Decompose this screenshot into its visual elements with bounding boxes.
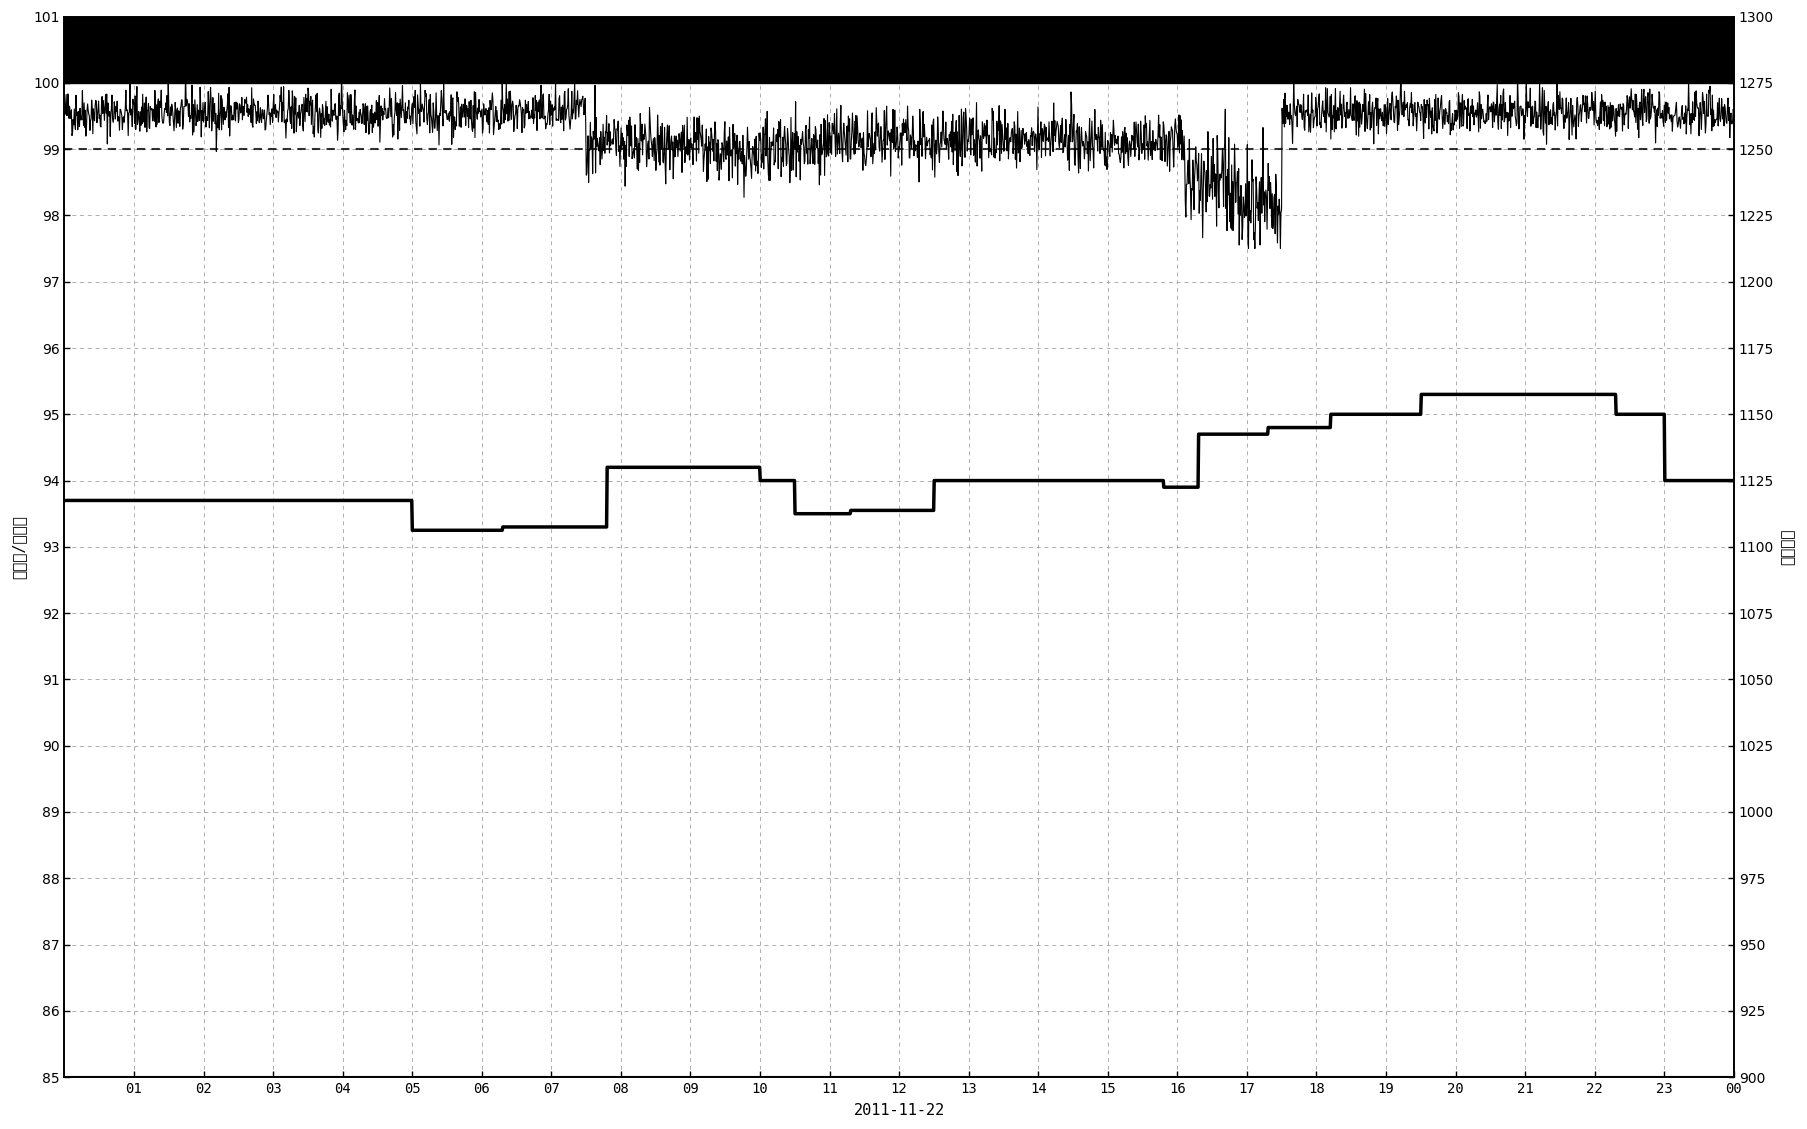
X-axis label: 2011-11-22: 2011-11-22	[853, 1103, 945, 1118]
Bar	[65, 17, 1735, 82]
Y-axis label: 合格率/覆盖率: 合格率/覆盖率	[11, 515, 25, 579]
Y-axis label: 线子数量: 线子数量	[1782, 528, 1796, 566]
